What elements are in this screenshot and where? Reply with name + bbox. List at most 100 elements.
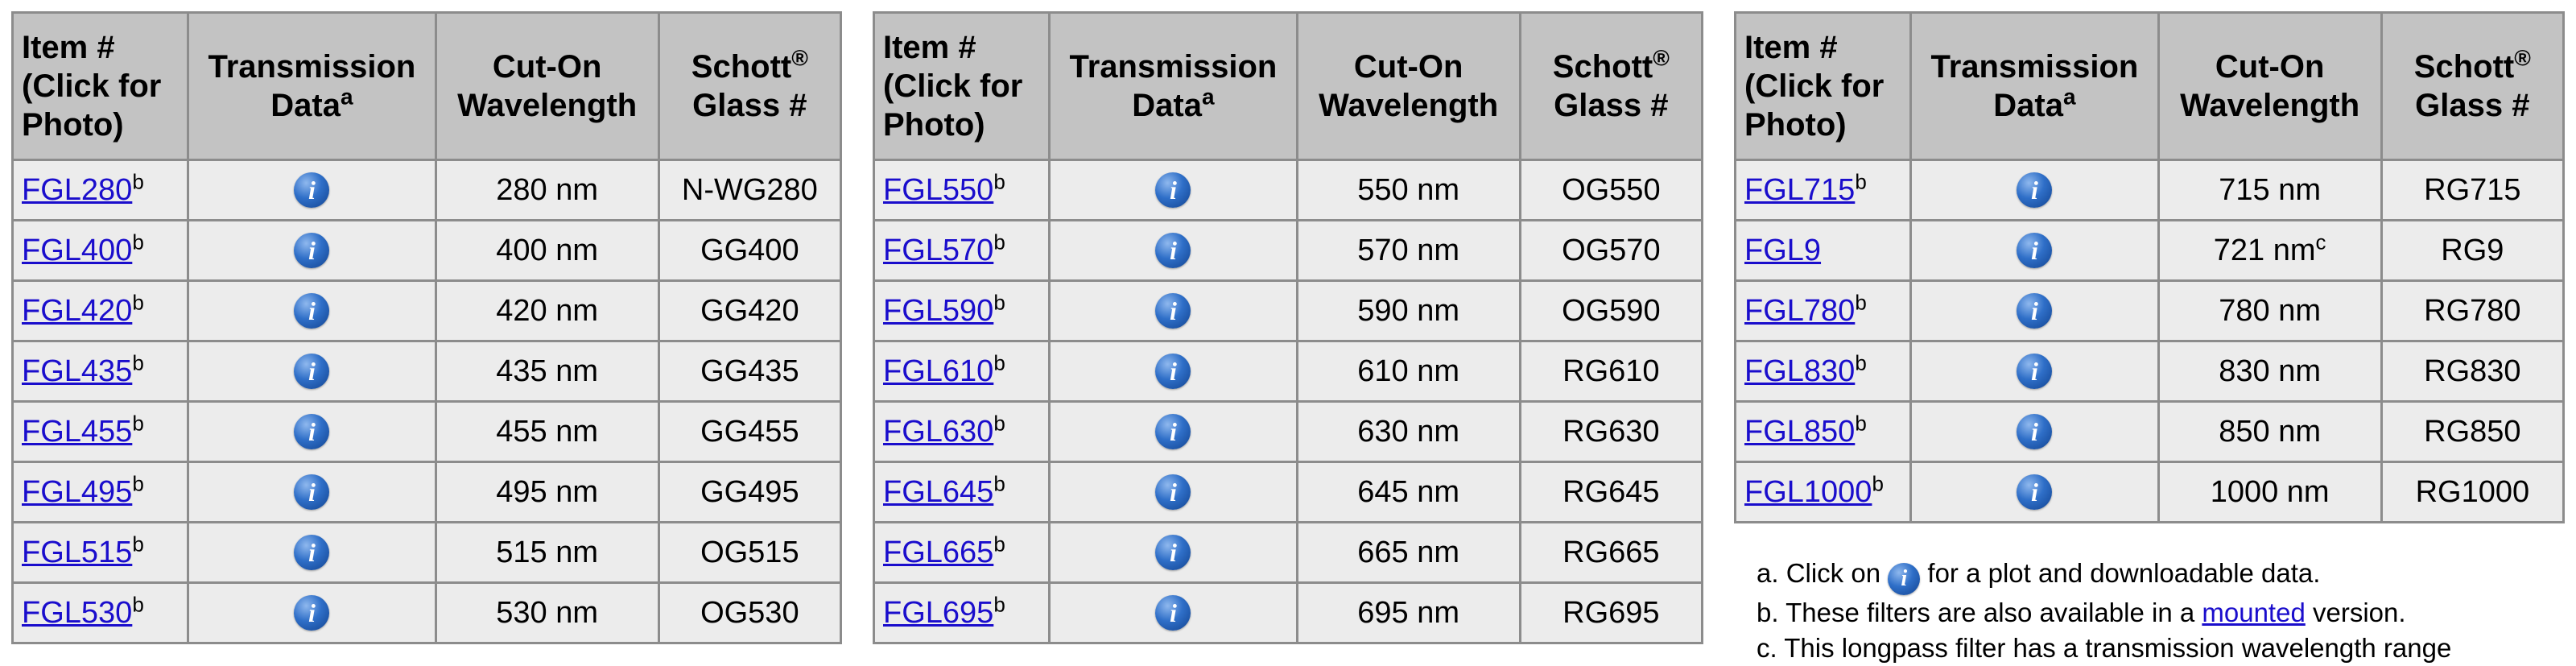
glass-cell: RG9 xyxy=(2380,219,2566,282)
info-circle-icon[interactable]: i xyxy=(2017,293,2053,329)
header-transmission-data: Transmission Dataa xyxy=(1048,11,1298,161)
transmission-data-cell: i xyxy=(187,219,437,282)
cut-on-wavelength-cell: 1000 nm xyxy=(2157,461,2383,523)
transmission-data-cell: i xyxy=(1909,279,2160,342)
glass-cell: RG630 xyxy=(1518,400,1704,463)
item-link[interactable]: FGL455 xyxy=(22,414,133,449)
header-item: Item # (Click for Photo) xyxy=(1733,11,1913,161)
info-circle-icon[interactable]: i xyxy=(1155,414,1191,450)
filter-table-3: Item # (Click for Photo) Transmission Dataa C… xyxy=(1733,11,2566,523)
transmission-data-cell: i xyxy=(187,279,437,342)
registered-mark: ® xyxy=(2514,45,2531,71)
filter-table-2: Item # (Click for Photo) Transmission Dataa C… xyxy=(872,11,1704,644)
item-link[interactable]: FGL550 xyxy=(883,172,994,207)
item-link[interactable]: FGL9 xyxy=(1744,233,1822,267)
info-circle-icon[interactable]: i xyxy=(294,172,330,209)
info-circle-icon[interactable]: i xyxy=(1155,233,1191,269)
header-cut-on-wavelength: Cut-On Wavelength xyxy=(2157,11,2383,161)
info-circle-icon[interactable]: i xyxy=(1155,354,1191,390)
item-cell: FGL280b xyxy=(10,159,190,221)
item-link[interactable]: FGL695 xyxy=(883,595,994,630)
info-circle-icon[interactable]: i xyxy=(2017,474,2053,511)
glass-cell: OG550 xyxy=(1518,159,1704,221)
item-link[interactable]: FGL780 xyxy=(1744,293,1856,328)
item-link[interactable]: FGL1000 xyxy=(1744,474,1872,509)
item-link[interactable]: FGL400 xyxy=(22,233,133,267)
table-row: FGL550b i 550 nm OG550 xyxy=(872,159,1704,221)
item-cell: FGL495b xyxy=(10,461,190,523)
item-link[interactable]: FGL850 xyxy=(1744,414,1856,449)
info-circle-icon[interactable]: i xyxy=(294,535,330,571)
item-link[interactable]: FGL570 xyxy=(883,233,994,267)
item-link[interactable]: FGL495 xyxy=(22,474,133,509)
transmission-data-cell: i xyxy=(1909,340,2160,403)
cut-on-wavelength-cell: 515 nm xyxy=(434,521,660,584)
item-link[interactable]: FGL645 xyxy=(883,474,994,509)
info-circle-icon[interactable]: i xyxy=(2017,233,2053,269)
item-cell: FGL400b xyxy=(10,219,190,282)
info-circle-icon[interactable]: i xyxy=(294,293,330,329)
footnote-marker: a xyxy=(340,84,353,110)
item-cell: FGL715b xyxy=(1733,159,1913,221)
transmission-data-cell: i xyxy=(1048,581,1298,644)
footnote-marker: b xyxy=(993,410,1005,435)
header-row: Item # (Click for Photo) Transmission Dataa C… xyxy=(1733,11,2566,161)
info-circle-icon[interactable]: i xyxy=(1155,595,1191,631)
footnote-marker: c xyxy=(2315,229,2326,254)
info-circle-icon[interactable]: i xyxy=(294,595,330,631)
footnote-marker: b xyxy=(132,531,144,556)
info-circle-icon[interactable]: i xyxy=(294,474,330,511)
item-cell: FGL9 xyxy=(1733,219,1913,282)
footnote-marker: b xyxy=(993,168,1005,193)
info-circle-icon[interactable]: i xyxy=(1155,293,1191,329)
item-cell: FGL645b xyxy=(872,461,1051,523)
item-cell: FGL455b xyxy=(10,400,190,463)
item-link[interactable]: FGL590 xyxy=(883,293,994,328)
cut-on-wavelength-cell: 570 nm xyxy=(1295,219,1521,282)
table-row: FGL280b i 280 nm N-WG280 xyxy=(10,159,843,221)
transmission-data-cell: i xyxy=(187,461,437,523)
item-link[interactable]: FGL610 xyxy=(883,354,994,388)
info-circle-icon[interactable]: i xyxy=(1155,535,1191,571)
item-cell: FGL435b xyxy=(10,340,190,403)
transmission-data-cell: i xyxy=(187,400,437,463)
info-circle-icon[interactable]: i xyxy=(2017,414,2053,450)
table-row: FGL9 i 721 nmc RG9 xyxy=(1733,219,2566,282)
item-link[interactable]: FGL665 xyxy=(883,535,994,569)
item-link[interactable]: FGL280 xyxy=(22,172,133,207)
table-row: FGL630b i 630 nm RG630 xyxy=(872,400,1704,463)
footnote-marker: b xyxy=(132,289,144,314)
item-link[interactable]: FGL715 xyxy=(1744,172,1856,207)
info-circle-icon[interactable]: i xyxy=(2017,354,2053,390)
info-circle-icon[interactable]: i xyxy=(1155,172,1191,209)
transmission-data-cell: i xyxy=(1048,461,1298,523)
glass-cell: RG665 xyxy=(1518,521,1704,584)
item-link[interactable]: FGL830 xyxy=(1744,354,1856,388)
info-circle-icon[interactable]: i xyxy=(294,354,330,390)
item-cell: FGL515b xyxy=(10,521,190,584)
glass-cell: RG1000 xyxy=(2380,461,2566,523)
cut-on-wavelength-cell: 590 nm xyxy=(1295,279,1521,342)
footnote-marker: b xyxy=(1872,470,1884,495)
item-link[interactable]: FGL435 xyxy=(22,354,133,388)
info-circle-icon[interactable]: i xyxy=(1155,474,1191,511)
item-link[interactable]: FGL530 xyxy=(22,595,133,630)
item-link[interactable]: FGL420 xyxy=(22,293,133,328)
info-circle-icon[interactable]: i xyxy=(2017,172,2053,209)
cut-on-wavelength-cell: 645 nm xyxy=(1295,461,1521,523)
cut-on-wavelength-cell: 530 nm xyxy=(434,581,660,644)
mounted-link[interactable]: mounted xyxy=(2202,598,2306,627)
item-cell: FGL1000b xyxy=(1733,461,1913,523)
transmission-data-cell: i xyxy=(1048,159,1298,221)
item-link[interactable]: FGL515 xyxy=(22,535,133,569)
item-link[interactable]: FGL630 xyxy=(883,414,994,449)
table-row: FGL830b i 830 nm RG830 xyxy=(1733,340,2566,403)
item-cell: FGL420b xyxy=(10,279,190,342)
info-circle-icon: i xyxy=(1888,563,1921,595)
info-circle-icon[interactable]: i xyxy=(294,414,330,450)
footnote-marker: b xyxy=(132,229,144,254)
info-circle-icon[interactable]: i xyxy=(294,233,330,269)
header-item-line: (Click for xyxy=(883,68,1023,104)
cut-on-wavelength-cell: 420 nm xyxy=(434,279,660,342)
glass-cell: RG715 xyxy=(2380,159,2566,221)
